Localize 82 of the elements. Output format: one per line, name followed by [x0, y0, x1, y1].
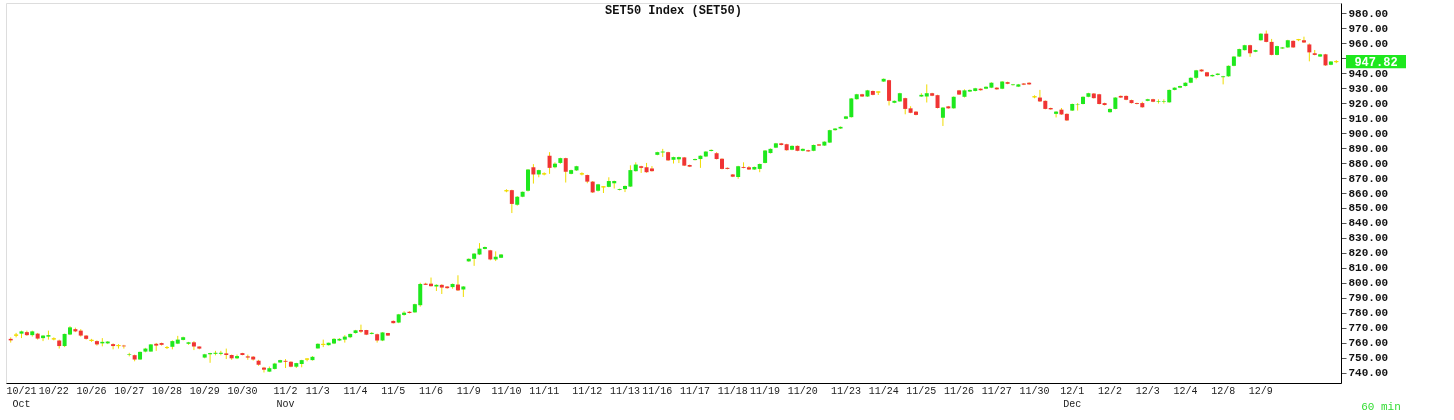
y-tick-label: 820.00 [1348, 247, 1389, 260]
candlestick [191, 340, 196, 351]
x-tick-label: 11/3 [305, 385, 330, 397]
y-tick-label: 750.00 [1348, 352, 1389, 365]
x-tick-label: 10/30 [227, 385, 258, 397]
candlestick [924, 83, 929, 103]
y-tick-label: 890.00 [1348, 142, 1389, 155]
text: Nov [276, 399, 295, 410]
x-tick-label: 12/9 [1248, 385, 1273, 397]
text: 947.82 [1354, 55, 1398, 70]
y-tick-label: 810.00 [1348, 262, 1389, 275]
y-tick-label: 840.00 [1348, 217, 1389, 230]
y-tick-label: 780.00 [1348, 307, 1389, 320]
x-tick-label: 10/22 [38, 385, 69, 397]
y-tick-label: 930.00 [1348, 82, 1389, 95]
x-tick-label: 12/2 [1097, 385, 1122, 397]
candlestick [649, 165, 654, 173]
candlestick [13, 332, 19, 338]
y-tick-label: 960.00 [1348, 37, 1389, 50]
chart-title: SET50 Index (SET50) [605, 4, 742, 18]
x-tick-label: 11/18 [717, 385, 748, 397]
x-tick-label: 11/11 [529, 385, 560, 397]
y-tick-label: 830.00 [1348, 232, 1389, 245]
text: Oct [12, 399, 31, 410]
y-tick-label: 760.00 [1348, 337, 1389, 350]
candlestick [111, 342, 116, 350]
x-tick-label: 11/25 [906, 385, 937, 397]
x-tick-label: 11/23 [830, 385, 861, 397]
y-tick-label: 860.00 [1348, 187, 1389, 200]
candlestick [1107, 107, 1112, 114]
text: 60 min [1361, 401, 1401, 413]
x-tick-label: 12/8 [1211, 385, 1236, 397]
x-tick-label: 10/28 [151, 385, 182, 397]
y-tick-label: 980.00 [1348, 7, 1389, 20]
x-tick-label: 10/29 [189, 385, 220, 397]
x-tick-label: 11/10 [491, 385, 522, 397]
candlestick [531, 163, 536, 185]
x-tick-label: 11/24 [868, 385, 899, 397]
x-tick-label: 11/19 [750, 385, 781, 397]
y-tick-label: 790.00 [1348, 292, 1389, 305]
y-tick-label: 880.00 [1348, 157, 1389, 170]
y-tick-label: 870.00 [1348, 172, 1389, 185]
y-tick-label: 920.00 [1348, 97, 1389, 110]
candlestick [887, 79, 892, 106]
x-tick-label: 12/1 [1060, 385, 1085, 397]
candlestick [94, 339, 99, 347]
candlestick [1156, 98, 1161, 105]
y-tick-label: 940.00 [1348, 67, 1389, 80]
x-tick-label: 12/4 [1173, 385, 1198, 397]
y-tick-label: 800.00 [1348, 277, 1389, 290]
candlestick [940, 106, 945, 127]
x-tick-label: 11/9 [456, 385, 481, 397]
y-tick-label: 740.00 [1348, 367, 1389, 380]
candlestick [547, 151, 552, 175]
text: Dec [1063, 399, 1082, 410]
x-tick-label: 11/20 [787, 385, 818, 397]
x-tick-label: 12/3 [1135, 385, 1160, 397]
x-tick-label: 11/13 [610, 385, 641, 397]
x-tick-label: 11/2 [273, 385, 298, 397]
x-tick-label: 11/30 [1019, 385, 1050, 397]
x-tick-label: 10/26 [76, 385, 107, 397]
x-tick-label: 11/4 [343, 385, 368, 397]
y-tick-label: 970.00 [1348, 22, 1389, 35]
x-tick-label: 11/16 [642, 385, 673, 397]
x-tick-label: 11/17 [680, 385, 711, 397]
x-tick-label: 11/5 [381, 385, 406, 397]
candlestick [218, 350, 223, 356]
x-tick-label: 10/27 [114, 385, 145, 397]
x-tick-label: 11/26 [944, 385, 975, 397]
candlestick [563, 157, 568, 184]
x-tick-label: 11/12 [572, 385, 603, 397]
x-tick-label: 10/21 [6, 385, 37, 397]
y-tick-label: 770.00 [1348, 322, 1389, 335]
x-tick-label: 11/27 [981, 385, 1012, 397]
y-tick-label: 910.00 [1348, 112, 1389, 125]
candlestick [1221, 75, 1226, 85]
candlestick [526, 168, 531, 192]
candlestick [261, 366, 266, 374]
y-tick-label: 850.00 [1348, 202, 1389, 215]
y-tick-label: 900.00 [1348, 127, 1389, 140]
x-tick-label: 11/6 [419, 385, 444, 397]
candlestick [472, 252, 477, 267]
